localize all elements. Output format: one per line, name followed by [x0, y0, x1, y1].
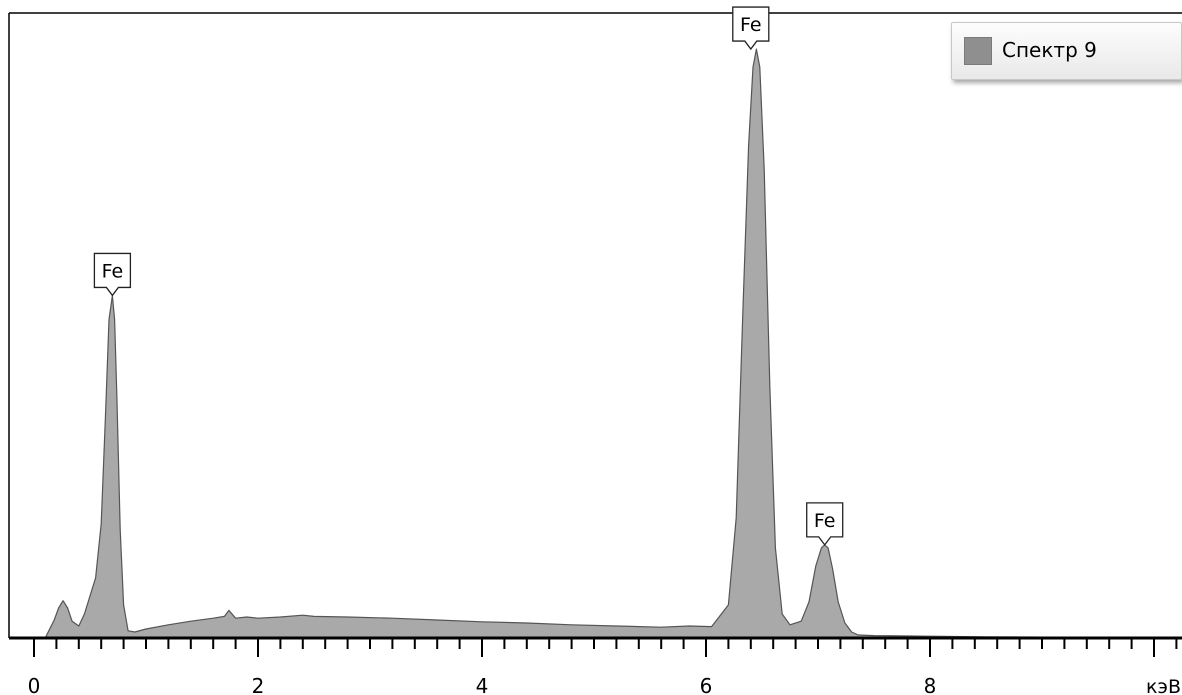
x-tick-label: 2	[252, 674, 265, 695]
peak-label: Fe	[93, 252, 132, 297]
legend-series-label: Спектр 9	[1002, 38, 1097, 62]
peak-label-text: Fe	[102, 260, 124, 282]
spectrum-area	[44, 48, 1166, 639]
x-tick-label: 4	[476, 674, 489, 695]
peak-label: Fe	[732, 6, 770, 51]
plot-frame	[8, 12, 1182, 638]
peak-label-text: Fe	[740, 14, 762, 36]
peak-label-box	[93, 252, 132, 297]
legend-swatch	[964, 37, 992, 65]
x-tick-label: 0	[28, 674, 41, 695]
peak-annotations: Fe Fe Fe	[93, 6, 844, 546]
x-tick-label: 6	[700, 674, 713, 695]
legend: Спектр 9	[951, 22, 1182, 80]
peak-label-text: Fe	[814, 510, 836, 532]
x-axis: 0 2 4 6 8 кэВ	[9, 636, 1182, 695]
peak-label: Fe	[806, 502, 844, 546]
peak-label-box	[732, 6, 770, 51]
spectrum-area-series	[44, 48, 1166, 639]
x-tick-label: 8	[924, 674, 937, 695]
x-axis-unit-label: кэВ	[1146, 676, 1181, 695]
peak-label-box	[806, 502, 844, 546]
